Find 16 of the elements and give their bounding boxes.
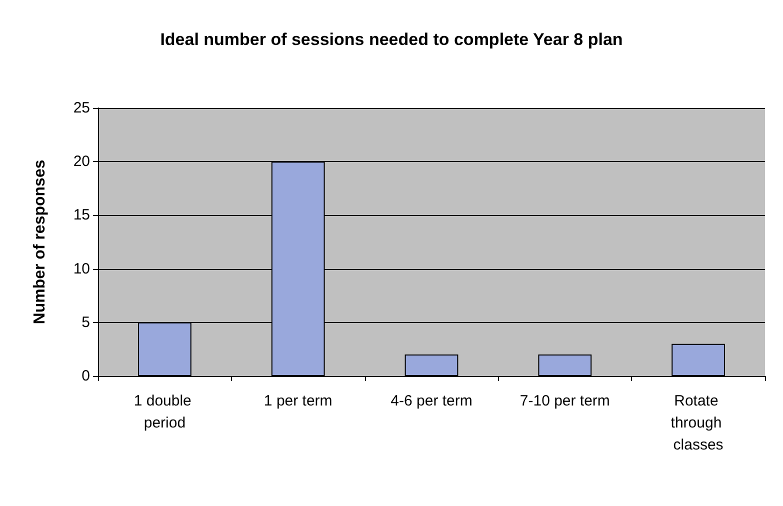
x-tick-label: 1 double period: [134, 392, 196, 432]
bar: [538, 354, 592, 376]
x-tick-label: 1 per term: [264, 392, 332, 410]
chart-title: Ideal number of sessions needed to complete Year 8 plan: [160, 30, 623, 49]
y-tick-label: 15: [73, 206, 90, 224]
x-tick-label: Rotate through classes: [670, 392, 726, 454]
y-tick-label: 10: [73, 260, 90, 278]
bar: [672, 344, 725, 376]
y-tick-label: 20: [73, 153, 90, 170]
y-tick-label: 5: [82, 314, 90, 331]
y-axis-title: Number of responses: [32, 160, 48, 324]
y-tick-label: 0: [82, 368, 90, 384]
x-tick-label: 4-6 per term: [390, 392, 472, 410]
bar: [404, 354, 458, 376]
x-tick-label: 7-10 per term: [520, 392, 610, 410]
y-tick-label: 25: [73, 100, 90, 116]
